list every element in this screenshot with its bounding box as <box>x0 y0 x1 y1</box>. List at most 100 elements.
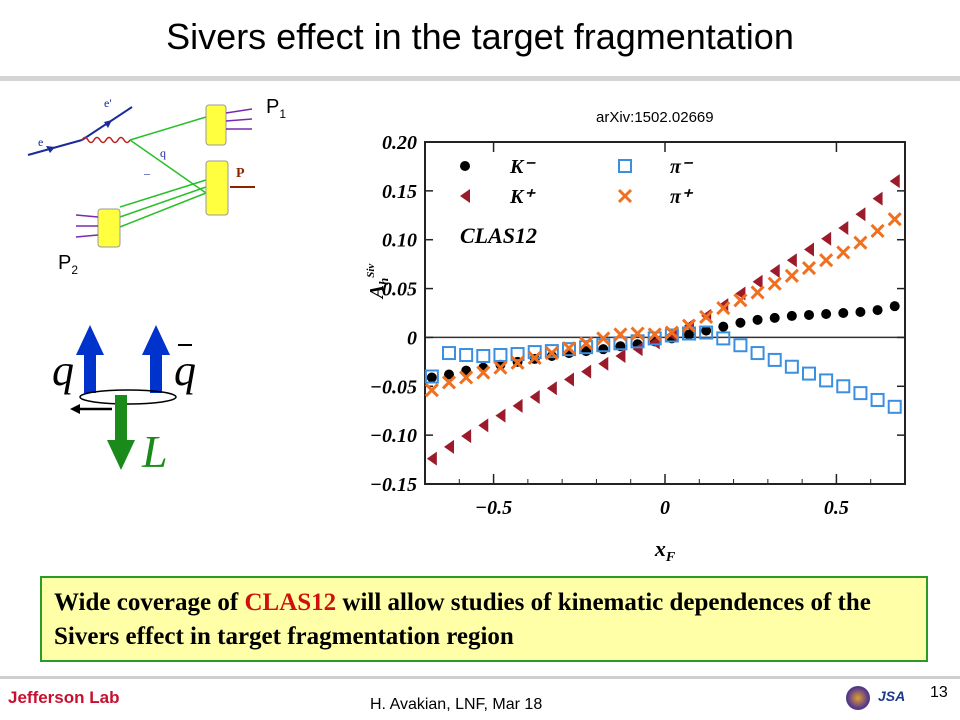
data-point-triangle <box>478 418 489 433</box>
legend-label: π⁻ <box>670 156 694 178</box>
data-point-square <box>767 352 782 367</box>
antiquark-spin-arrow <box>142 325 170 393</box>
photon-line <box>81 136 131 144</box>
data-point-circle <box>838 308 849 318</box>
data-point-triangle <box>752 274 763 289</box>
data-point-cross <box>510 355 525 370</box>
data-point-square <box>699 325 714 340</box>
data-point-square <box>819 373 834 388</box>
data-point-triangle <box>546 381 557 396</box>
data-point-triangle <box>615 348 626 363</box>
data-point-cross <box>733 293 748 308</box>
data-point-triangle <box>529 390 540 405</box>
spin-orbital-diagram: q q L <box>52 325 196 475</box>
data-point-square <box>562 342 576 357</box>
data-point-circle <box>769 312 780 323</box>
data-point-triangle <box>872 191 883 206</box>
fragmentation-blob-bottom <box>97 208 121 248</box>
jefferson-lab-logo: Jefferson Lab <box>8 688 120 707</box>
spin-qbar-label: q <box>174 346 196 395</box>
quark-spin-arrow <box>76 325 104 393</box>
data-point-cross <box>527 350 542 366</box>
y-axis-label: AhSiv <box>365 264 391 301</box>
p1-label: P1 <box>266 96 287 121</box>
legend-marker-square <box>618 159 632 173</box>
data-point-cross <box>716 301 731 316</box>
data-point-triangle <box>512 398 523 413</box>
data-point-square <box>716 331 731 346</box>
hadron-production-diagram: e e' q – P <box>27 96 255 248</box>
x-tick-label: 0.5 <box>824 497 849 519</box>
data-point-triangle <box>804 242 814 257</box>
data-point-cross <box>853 235 868 250</box>
jsa-logo: JSA <box>878 688 906 704</box>
eprime-label: e' <box>104 96 112 110</box>
data-point-square <box>476 348 491 363</box>
data-point-square <box>664 328 679 343</box>
data-point-circle <box>855 307 866 318</box>
data-point-square <box>459 348 474 363</box>
spin-q-label: q <box>52 346 74 395</box>
footer-divider <box>0 676 960 679</box>
data-point-circle <box>701 325 712 336</box>
y-tick-label: −0.15 <box>370 474 417 496</box>
orbital-l-arrow <box>107 395 135 470</box>
slide-title: Sivers effect in the target fragmentatio… <box>166 16 794 57</box>
data-point-circle <box>426 372 437 383</box>
y-tick-label: −0.05 <box>370 376 417 398</box>
data-point-circle <box>735 317 746 328</box>
data-point-triangle <box>821 231 832 246</box>
proton-label: P <box>236 166 245 181</box>
clas12-annotation: CLAS12 <box>460 223 537 248</box>
e-label: e <box>38 135 43 149</box>
data-point-cross <box>664 325 679 340</box>
plot-frame <box>424 141 906 485</box>
data-point-square <box>802 366 816 381</box>
data-point-square <box>887 399 902 414</box>
data-point-circle <box>889 301 900 312</box>
data-point-cross <box>476 365 491 380</box>
data-point-cross <box>801 260 817 276</box>
page-number: 13 <box>930 684 948 701</box>
legend-marker-cross <box>617 188 633 204</box>
electron-lines <box>27 106 133 156</box>
data-point-square <box>853 386 868 401</box>
data-point-cross <box>819 253 834 268</box>
target-blob <box>205 160 229 216</box>
legend-label: K⁻ <box>509 156 536 178</box>
outgoing-hadrons-bottom <box>75 214 99 238</box>
data-point-circle <box>684 329 694 340</box>
x-axis-label: xF <box>654 536 676 565</box>
data-point-square <box>784 359 799 374</box>
data-point-circle <box>872 305 883 316</box>
data-point-cross <box>613 327 628 342</box>
data-point-circle <box>752 314 763 325</box>
data-point-triangle <box>769 263 780 278</box>
data-point-triangle <box>495 408 506 423</box>
p2-label: P2 <box>58 252 79 277</box>
data-point-square <box>733 338 748 353</box>
data-point-square <box>510 347 525 362</box>
y-tick-label: 0.20 <box>382 132 417 154</box>
fragmentation-blob-top <box>205 104 227 146</box>
arxiv-reference: arXiv:1502.02669 <box>596 109 714 126</box>
lab-emblem-icon <box>846 686 870 710</box>
data-point-square <box>836 379 851 394</box>
data-point-cross <box>544 346 559 361</box>
data-point-cross <box>887 212 902 227</box>
callout-box: Wide coverage of CLAS12 will allow studi… <box>40 576 928 662</box>
data-point-square <box>870 392 885 407</box>
data-point-circle <box>786 310 797 321</box>
data-point-circle <box>718 321 729 332</box>
data-point-cross <box>750 285 765 300</box>
data-point-circle <box>598 344 609 355</box>
data-point-cross <box>561 341 577 356</box>
data-point-triangle <box>564 372 574 387</box>
data-point-triangle <box>855 207 866 222</box>
y-tick-label: −0.10 <box>370 425 417 447</box>
quark-lines <box>119 116 207 228</box>
data-point-triangle <box>444 439 454 454</box>
legend-marker-circle <box>460 161 470 171</box>
orbit-ellipse <box>79 389 177 405</box>
data-point-circle <box>821 308 832 319</box>
